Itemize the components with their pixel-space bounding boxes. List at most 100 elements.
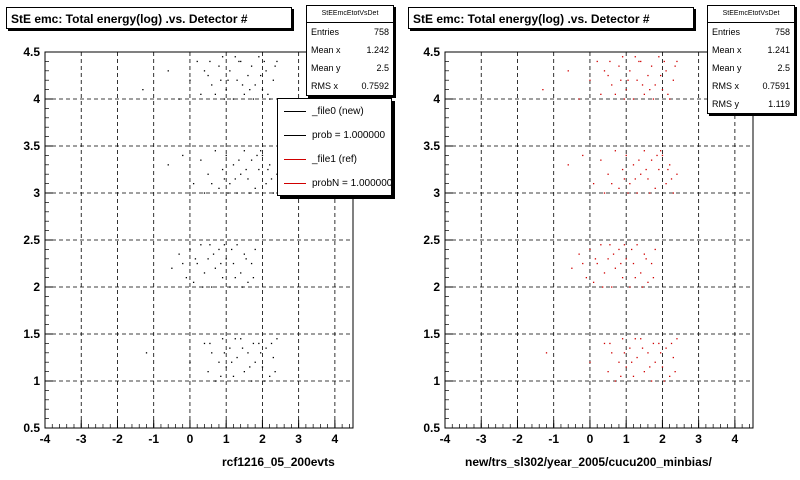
data-point — [252, 342, 255, 345]
data-point — [611, 84, 613, 86]
stats-name: StEEmcEtotVsDet — [708, 6, 794, 23]
data-point — [240, 60, 242, 63]
left-stats-box: StEEmcEtotVsDet Entries 758 Mean x 1.242… — [306, 5, 394, 96]
data-point — [669, 375, 671, 377]
stats-label: Mean x — [712, 45, 742, 55]
data-point — [625, 366, 627, 368]
data-point — [643, 371, 645, 373]
data-point — [669, 164, 671, 166]
data-point — [592, 183, 595, 185]
data-point — [620, 375, 622, 377]
data-point — [276, 338, 278, 340]
data-point — [236, 79, 238, 81]
x-tick-label: 1 — [623, 432, 630, 446]
data-point — [670, 342, 673, 345]
x-tick-label: -3 — [76, 432, 87, 446]
data-point — [214, 267, 217, 269]
data-point — [614, 150, 617, 152]
data-point — [611, 286, 613, 288]
data-point — [600, 93, 602, 95]
data-point — [645, 168, 647, 171]
data-point — [167, 164, 169, 166]
data-point — [621, 168, 624, 171]
data-point — [603, 192, 606, 194]
data-point — [594, 258, 597, 260]
data-point — [611, 183, 613, 185]
y-tick-label: 1 — [433, 374, 440, 388]
data-point — [603, 342, 606, 345]
data-point — [658, 56, 660, 58]
data-point — [225, 258, 227, 260]
data-point — [249, 192, 251, 194]
data-point — [676, 173, 678, 175]
data-point — [247, 352, 249, 354]
data-point — [660, 150, 662, 152]
legend-label: _file0 (new) — [312, 105, 364, 117]
data-point — [223, 178, 226, 180]
data-point — [240, 338, 242, 340]
y-tick-label: 3 — [33, 186, 40, 200]
data-point — [652, 98, 655, 100]
data-point — [270, 342, 273, 345]
legend-item-file1: _file1 (ref) — [278, 147, 391, 171]
data-point — [641, 84, 644, 86]
x-tick-label: 2 — [259, 432, 266, 446]
data-point — [614, 267, 617, 269]
data-point — [254, 248, 256, 251]
data-point — [258, 342, 260, 345]
data-point — [234, 178, 236, 180]
data-point — [618, 361, 620, 363]
data-point — [182, 262, 184, 265]
data-point — [276, 173, 278, 175]
x-tick-label: 2 — [659, 432, 666, 446]
y-tick-label: 1 — [33, 374, 40, 388]
right-x-caption: new/trs_sl302/year_2005/cucu200_minbias/ — [465, 455, 712, 469]
data-point — [274, 65, 276, 67]
data-point — [232, 262, 235, 265]
stats-label: Mean y — [311, 63, 341, 73]
data-point — [231, 248, 233, 251]
data-point — [223, 352, 226, 354]
right-panel: -4 -3 -2 -1 0 1 2 3 4 0.5 1 1.5 2 2.5 3 3.5 4 4.5 StE emc… — [400, 0, 800, 480]
data-point — [218, 187, 220, 189]
data-point — [603, 272, 606, 274]
x-tick-label: -2 — [112, 432, 123, 446]
stats-row-entries: Entries 758 — [708, 23, 794, 41]
data-point — [167, 70, 169, 72]
data-point — [260, 74, 262, 77]
data-point — [241, 347, 244, 349]
data-point — [672, 79, 674, 81]
data-point — [647, 281, 649, 283]
data-point — [245, 168, 247, 171]
data-point — [623, 352, 626, 354]
data-point — [582, 262, 584, 265]
data-point — [267, 168, 269, 171]
y-tick-label: 4.5 — [23, 45, 40, 59]
right-plot-title: StE emc: Total energy(log) .vs. Detector… — [408, 7, 694, 29]
data-point — [607, 173, 609, 175]
stats-row-mean-y: Mean y 2.5 — [708, 59, 794, 77]
data-point — [232, 98, 235, 100]
data-point — [249, 366, 251, 368]
data-point — [269, 98, 271, 100]
data-point — [227, 79, 229, 81]
data-point — [567, 70, 569, 72]
legend-line-icon — [284, 182, 306, 184]
data-point — [269, 375, 271, 377]
data-point — [211, 183, 213, 185]
data-point — [182, 154, 184, 157]
stats-value: 1.241 — [767, 45, 790, 55]
legend-item-file0: _file0 (new) — [278, 99, 391, 123]
x-tick-label: 4 — [732, 432, 739, 446]
stats-label: RMS x — [712, 81, 739, 91]
data-point — [638, 159, 640, 161]
data-point — [658, 168, 660, 171]
data-point — [241, 84, 244, 86]
data-point — [663, 60, 665, 63]
data-point — [212, 253, 215, 255]
data-point — [250, 65, 253, 67]
data-point — [649, 192, 651, 194]
data-point — [650, 262, 653, 265]
data-point — [649, 366, 651, 368]
data-point — [634, 178, 636, 180]
